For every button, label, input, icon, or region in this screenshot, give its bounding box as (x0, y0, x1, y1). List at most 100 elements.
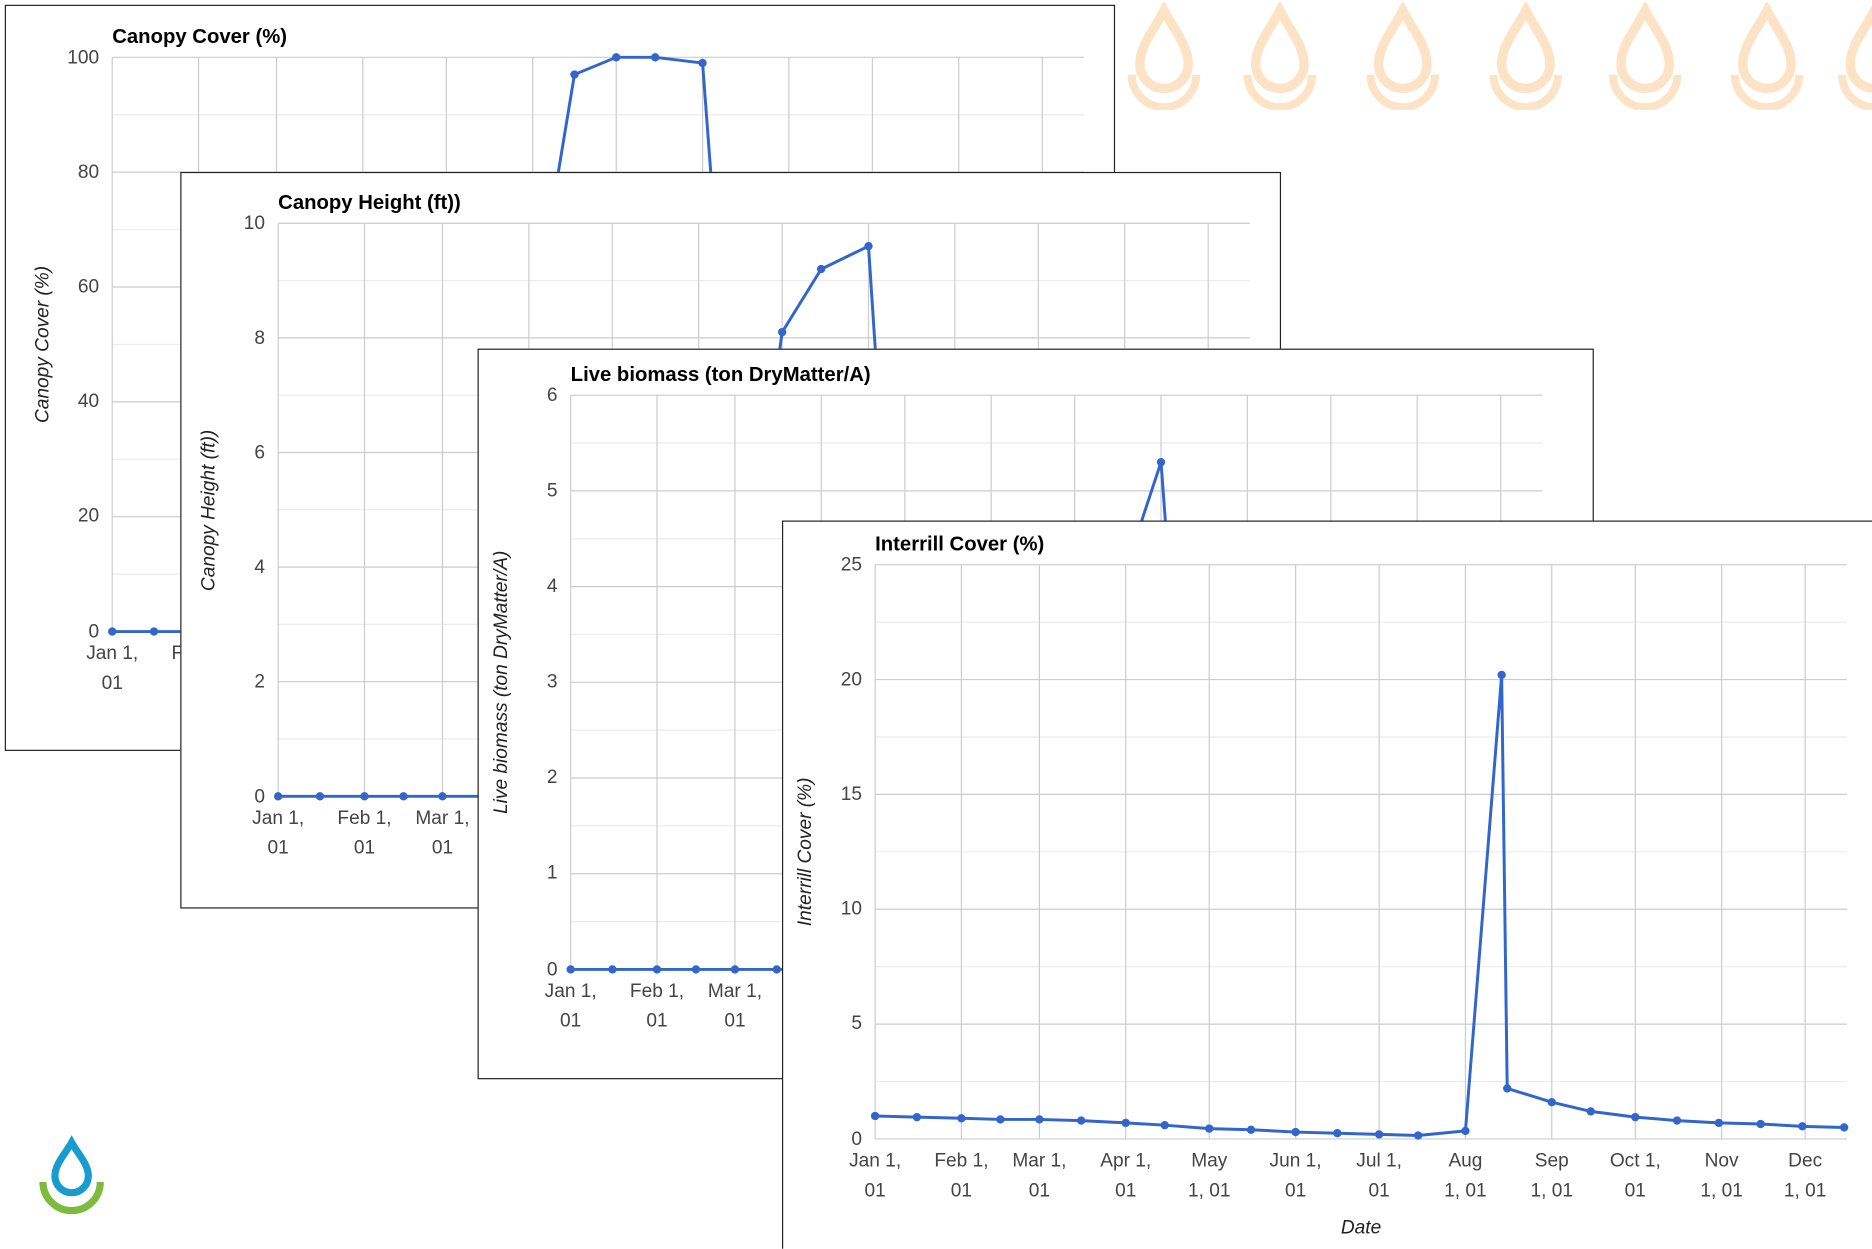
data-point (1548, 1098, 1556, 1106)
data-point (1122, 1119, 1130, 1127)
x-tick-label: Jan 1, 01 (252, 803, 304, 863)
data-point (864, 242, 872, 250)
x-tick-label: Jan 1, 01 (545, 977, 597, 1037)
data-line (875, 675, 1844, 1136)
y-tick-label: 60 (78, 272, 99, 302)
data-point (608, 965, 616, 973)
data-point (274, 792, 282, 800)
data-point (150, 627, 158, 635)
data-point (1840, 1123, 1848, 1131)
data-point (566, 965, 574, 973)
y-axis-title: Interrill Cover (%) (791, 778, 821, 927)
data-point (316, 792, 324, 800)
y-axis-title: Canopy Height (ft)) (194, 429, 224, 590)
x-tick-label: Sep 1, 01 (1531, 1146, 1573, 1206)
data-point (1503, 1084, 1511, 1092)
x-tick-label: Jan 1, 01 (849, 1146, 901, 1206)
y-tick-label: 20 (841, 665, 862, 695)
data-point (1077, 1116, 1085, 1124)
y-tick-label: 10 (841, 894, 862, 924)
y-tick-label: 5 (547, 476, 558, 506)
data-point (871, 1112, 879, 1120)
data-point (651, 53, 659, 61)
data-point (1715, 1119, 1723, 1127)
y-tick-label: 6 (547, 380, 558, 410)
x-tick-label: Feb 1, 01 (630, 977, 684, 1037)
data-point (996, 1115, 1004, 1123)
y-tick-label: 2 (254, 667, 265, 697)
page: {"chart_data": [ {"type": "line", "title… (0, 0, 1872, 1249)
data-point (778, 328, 786, 336)
data-point (1497, 671, 1505, 679)
drop-pattern (1132, 10, 1872, 107)
data-point (773, 965, 781, 973)
data-point (1756, 1120, 1764, 1128)
x-tick-label: Feb 1, 01 (337, 803, 391, 863)
data-point (1587, 1107, 1595, 1115)
chart-title: Interrill Cover (%) (875, 529, 1044, 559)
chart-title: Live biomass (ton DryMatter/A) (571, 359, 871, 389)
chart-title: Canopy Height (ft)) (278, 187, 461, 217)
data-point (913, 1113, 921, 1121)
data-point (1161, 1121, 1169, 1129)
data-point (698, 59, 706, 67)
y-tick-label: 15 (841, 779, 862, 809)
data-point (1461, 1127, 1469, 1135)
x-tick-label: Oct 1, 01 (1610, 1146, 1661, 1206)
x-tick-label: Jul 1, 01 (1356, 1146, 1402, 1206)
data-point (1414, 1131, 1422, 1139)
y-tick-label: 5 (851, 1009, 862, 1039)
data-point (438, 792, 446, 800)
x-tick-label: May 1, 01 (1188, 1146, 1230, 1206)
chart-title: Canopy Cover (%) (112, 21, 287, 51)
screen: 020406080100Jan 1, 01Feb 1, 01Mar 1, 01A… (0, 0, 1872, 1249)
x-tick-label: Mar 1, 01 (415, 803, 469, 863)
y-tick-label: 40 (78, 387, 99, 417)
data-point (399, 792, 407, 800)
x-tick-label: Mar 1, 01 (708, 977, 762, 1037)
data-point (1035, 1115, 1043, 1123)
x-tick-label: Apr 1, 01 (1100, 1146, 1151, 1206)
data-point (1205, 1124, 1213, 1132)
y-axis-title: Live biomass (ton DryMatter/A) (487, 551, 517, 814)
data-point (1673, 1116, 1681, 1124)
data-point (731, 965, 739, 973)
x-axis-title: Date (1341, 1213, 1381, 1243)
x-tick-label: Feb 1, 01 (934, 1146, 988, 1206)
data-point (692, 965, 700, 973)
y-tick-label: 1 (547, 859, 558, 889)
data-point (612, 53, 620, 61)
data-point (1333, 1129, 1341, 1137)
chart (783, 522, 1872, 1249)
x-tick-label: Aug 1, 01 (1444, 1146, 1486, 1206)
y-tick-label: 80 (78, 157, 99, 187)
data-point (817, 265, 825, 273)
data-point (1375, 1130, 1383, 1138)
y-tick-label: 10 (244, 208, 265, 238)
data-point (1291, 1128, 1299, 1136)
x-tick-label: Dec 1, 01 (1784, 1146, 1826, 1206)
data-point (1798, 1122, 1806, 1130)
y-tick-label: 4 (547, 572, 558, 602)
data-point (653, 965, 661, 973)
y-tick-label: 4 (254, 552, 265, 582)
data-point (1631, 1113, 1639, 1121)
x-tick-label: Jan 1, 01 (86, 639, 138, 699)
data-point (957, 1114, 965, 1122)
y-tick-label: 20 (78, 502, 99, 532)
data-point (108, 627, 116, 635)
x-tick-label: Jun 1, 01 (1270, 1146, 1322, 1206)
y-tick-label: 2 (547, 763, 558, 793)
y-axis-title: Canopy Cover (%) (28, 266, 58, 423)
data-point (1157, 458, 1165, 466)
logo (43, 1143, 100, 1211)
data-point (570, 70, 578, 78)
y-tick-label: 3 (547, 667, 558, 697)
x-tick-label: Nov 1, 01 (1700, 1146, 1742, 1206)
x-tick-label: Mar 1, 01 (1012, 1146, 1066, 1206)
data-point (1247, 1126, 1255, 1134)
data-point (360, 792, 368, 800)
y-tick-label: 8 (254, 323, 265, 353)
y-tick-label: 100 (67, 42, 99, 72)
